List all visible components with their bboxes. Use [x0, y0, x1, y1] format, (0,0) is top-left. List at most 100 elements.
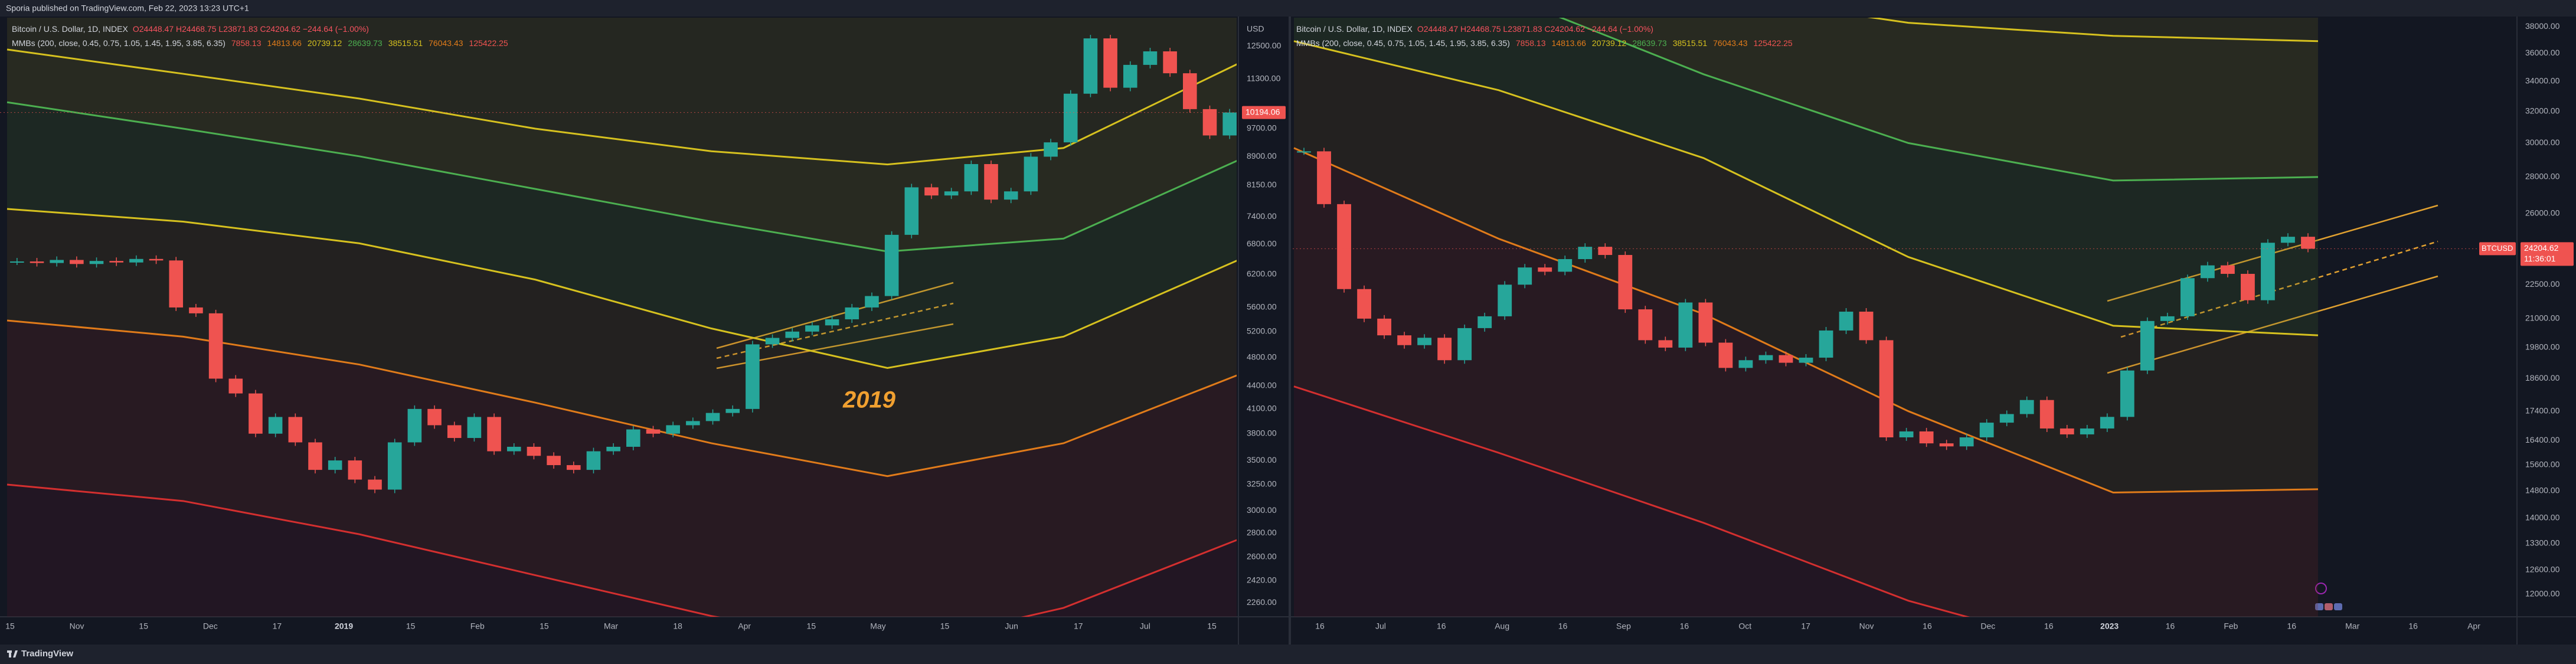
candle — [805, 325, 819, 332]
symbol-tag: BTCUSD — [2482, 244, 2513, 253]
candle — [1222, 112, 1237, 136]
indicator-value: 20739.12 — [1592, 38, 1627, 48]
publish-info: Sporia published on TradingView.com, Feb… — [6, 4, 249, 13]
x-tick-label: 15 — [540, 622, 549, 631]
plot-area — [1293, 18, 2319, 617]
legend-line: MMBs (200, close, 0.45, 0.75, 1.05, 1.45… — [1296, 38, 1793, 48]
y-tick-label: 11300.00 — [1247, 73, 1281, 83]
candle — [1317, 151, 1331, 204]
candle — [686, 421, 700, 426]
y-tick-label: 26000.00 — [2525, 208, 2560, 217]
candle — [407, 408, 422, 443]
x-tick-label: 17 — [1074, 622, 1083, 631]
x-tick-label: 16 — [1437, 622, 1446, 631]
candle — [1457, 328, 1472, 361]
candle — [1839, 312, 1853, 331]
candle — [845, 307, 859, 319]
candle — [208, 313, 223, 379]
candle — [249, 393, 263, 434]
candle — [527, 446, 541, 456]
footer-bar — [0, 645, 2576, 664]
x-tick-label: Apr — [2467, 622, 2480, 631]
event-icons — [2315, 583, 2342, 610]
candle — [984, 163, 998, 200]
y-tick-label: 6800.00 — [1247, 239, 1277, 248]
legend-line: Bitcoin / U.S. Dollar, 1D, INDEX O24448.4… — [1296, 24, 1653, 34]
symbol: Bitcoin / U.S. Dollar, 1D, INDEX — [1296, 24, 1413, 34]
candle — [606, 446, 620, 452]
x-tick-label: 15 — [406, 622, 416, 631]
indicator-value: 76043.43 — [429, 38, 463, 48]
candle — [387, 442, 402, 490]
x-tick-label: 18 — [673, 622, 682, 631]
y-tick-label: 12500.00 — [1247, 41, 1282, 50]
candle — [1939, 443, 1954, 447]
x-tick-label: Oct — [1738, 622, 1751, 631]
candle — [1477, 316, 1492, 328]
y-tick-label: 3250.00 — [1247, 479, 1277, 489]
x-tick-label: Jun — [1005, 622, 1018, 631]
candle — [1143, 51, 1158, 65]
candle — [765, 338, 780, 345]
candle — [427, 408, 442, 426]
candle — [1437, 338, 1452, 361]
candle — [1578, 247, 1593, 259]
candle — [228, 378, 243, 394]
candle — [1979, 423, 1994, 437]
y-tick-label: 2800.00 — [1247, 528, 1277, 537]
candle — [944, 191, 959, 196]
candle — [2160, 316, 2175, 321]
candle — [1083, 38, 1098, 94]
band-zone — [1561, 18, 2318, 181]
symbol-tag-bg — [2479, 242, 2516, 256]
candle — [89, 261, 104, 264]
y-tick-label: 3500.00 — [1247, 455, 1277, 465]
band-line — [1558, 18, 2319, 182]
candle — [30, 261, 44, 263]
x-tick-label: Feb — [470, 622, 485, 631]
candle — [149, 259, 164, 261]
candle — [2140, 320, 2155, 371]
candle — [1417, 338, 1432, 345]
y-tick-label: 5200.00 — [1247, 326, 1277, 335]
candle — [1297, 151, 1311, 153]
band-zone — [7, 49, 1237, 252]
indicator-name: MMBs (200, close, 0.45, 0.75, 1.05, 1.45… — [1296, 38, 1510, 48]
x-tick-label: 16 — [2044, 622, 2054, 631]
candle — [1879, 340, 1894, 437]
candle — [567, 465, 581, 470]
band-zone — [1294, 18, 2318, 336]
y-tick-label: 19800.00 — [2525, 342, 2560, 352]
candle — [1183, 73, 1197, 109]
candle — [10, 261, 24, 263]
y-tick-label: 9700.00 — [1247, 123, 1277, 133]
band-zone — [7, 102, 1237, 368]
candle — [2039, 400, 2054, 429]
candle — [964, 163, 979, 192]
y-tick-label: 4400.00 — [1247, 381, 1277, 390]
x-tick-label: 16 — [1923, 622, 1932, 631]
y-tick-label: 12600.00 — [2525, 565, 2560, 574]
x-tick-label: Jul — [1140, 622, 1150, 631]
indicator-name: MMBs (200, close, 0.45, 0.75, 1.05, 1.45… — [12, 38, 225, 48]
candle — [1202, 109, 1217, 136]
x-tick-label: 16 — [1315, 622, 1325, 631]
y-tick-label: 4800.00 — [1247, 352, 1277, 362]
candle — [547, 456, 561, 466]
indicator-value: 28639.73 — [1632, 38, 1667, 48]
band-line — [1293, 385, 1970, 617]
x-tick-label: Sep — [1616, 622, 1631, 631]
y-tick-label: 3000.00 — [1247, 505, 1277, 515]
x-tick-label: Dec — [1980, 622, 1995, 631]
candle — [2100, 417, 2114, 429]
candle — [1498, 284, 1512, 316]
candle — [1799, 357, 1813, 363]
band-line — [6, 208, 1237, 369]
y-tick-label: 30000.00 — [2525, 138, 2560, 147]
symbol: Bitcoin / U.S. Dollar, 1D, INDEX — [12, 24, 129, 34]
candle — [1003, 191, 1018, 200]
candle — [288, 417, 303, 443]
y-tick-label: 22500.00 — [2525, 279, 2560, 289]
y-tick-label: 32000.00 — [2525, 106, 2560, 115]
candle — [705, 413, 720, 421]
